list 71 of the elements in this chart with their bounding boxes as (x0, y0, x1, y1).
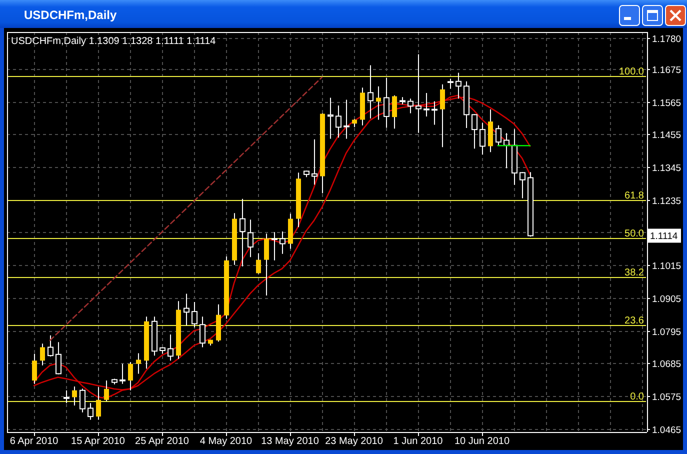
y-tick-label: 1.0575 (652, 392, 682, 403)
y-tick-label: 1.0905 (652, 294, 682, 305)
candlestick (48, 334, 54, 357)
y-tick-label: 1.1565 (652, 98, 682, 109)
chart-subtitle: USDCHFm,Daily 1.1309 1.1328 1.1111 1.1114 (11, 36, 216, 47)
x-tick-label: 10 Jun 2010 (454, 436, 510, 447)
candlestick (32, 353, 37, 384)
candlestick (328, 97, 334, 140)
candlestick (272, 232, 278, 261)
y-tick-label: 1.0685 (652, 358, 682, 370)
candlestick (472, 114, 478, 150)
candlestick (344, 99, 350, 140)
candlestick (448, 78, 454, 90)
annotation: 23.6 (624, 316, 644, 326)
y-tick-label: 1.1345 (652, 162, 682, 174)
candlestick (104, 380, 109, 402)
annotation: 61.8 (624, 190, 644, 202)
y-tick-label: 1.0795 (652, 326, 682, 338)
y-tick-label: 1.1675 (652, 64, 682, 76)
candlestick (312, 138, 318, 186)
candlestick (280, 231, 286, 254)
candlestick (376, 86, 381, 120)
candlestick (56, 342, 62, 375)
candlestick (136, 352, 141, 374)
candlestick (456, 72, 462, 100)
candlestick (368, 64, 374, 120)
candlestick (184, 293, 190, 326)
y-tick-label: 1.1235 (652, 196, 682, 207)
candlestick (40, 343, 45, 366)
y-tick-label: 1.0465 (652, 424, 682, 436)
candlestick (392, 94, 397, 130)
candlestick (120, 363, 126, 384)
candlestick (128, 362, 133, 391)
candlestick (240, 198, 246, 267)
x-tick-label: 6 Apr 2010 (10, 436, 59, 447)
annotation: 100.0 (618, 66, 644, 78)
candlestick (96, 386, 101, 420)
candlestick (424, 92, 430, 117)
candlestick (80, 388, 86, 413)
candlestick (480, 122, 486, 156)
candlestick (264, 233, 269, 296)
x-tick-label: 23 May 2010 (325, 436, 384, 447)
candlestick (408, 98, 414, 114)
y-tick-label: 1.1780 (652, 34, 682, 45)
x-tick-label: 1 Jun 2010 (393, 436, 444, 447)
candlestick (384, 77, 390, 128)
y-tick-label: 1.1455 (652, 130, 682, 141)
candlestick (256, 252, 261, 274)
text: 1.1114 (650, 231, 678, 242)
candlestick (440, 84, 445, 148)
x-tick-label: 25 Apr 2010 (135, 436, 190, 447)
x-tick-label: 13 May 2010 (261, 436, 320, 447)
candlestick (88, 402, 94, 420)
x-tick-label: 4 May 2010 (200, 436, 253, 447)
y-tick-label: 1.1015 (652, 260, 682, 272)
candlestick (336, 104, 342, 138)
annotation: 38.2 (624, 268, 644, 278)
candlestick (520, 172, 526, 199)
candlestick (192, 302, 198, 328)
candlestick (416, 54, 422, 134)
annotation: 50.0 (624, 228, 644, 240)
candlestick (200, 316, 206, 348)
candlestick (168, 334, 174, 362)
annotation: 0.0 (630, 392, 644, 402)
candlestick (432, 100, 438, 126)
candlestick (496, 124, 502, 146)
candlestick (64, 390, 70, 404)
candlestick (248, 219, 254, 258)
chart-title: USDCHFm,Daily (24, 8, 118, 22)
x-tick-label: 15 Apr 2010 (71, 436, 126, 447)
candlestick (72, 386, 77, 406)
